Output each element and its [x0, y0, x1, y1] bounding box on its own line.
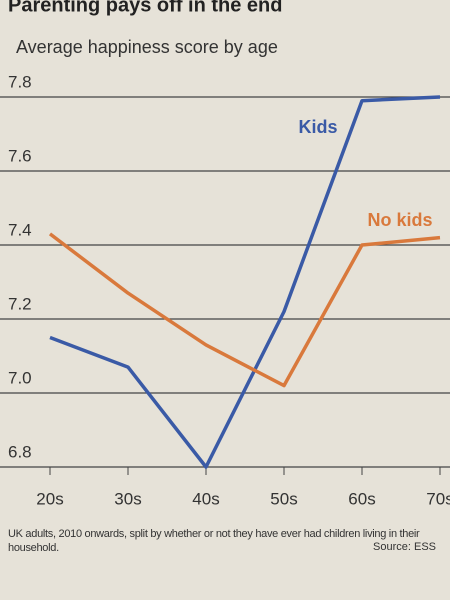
- series-label: Kids: [298, 117, 337, 137]
- x-tick-label: 40s: [192, 489, 219, 508]
- series-label: No kids: [367, 210, 432, 230]
- chart-title: Parenting pays off in the end: [8, 0, 282, 16]
- chart-subtitle: Average happiness score by age: [16, 37, 278, 57]
- y-tick-label: 7.4: [8, 220, 32, 239]
- y-tick-label: 7.8: [8, 72, 32, 91]
- footnote: UK adults, 2010 onwards, split by whethe…: [8, 528, 420, 554]
- y-tick-label: 7.2: [8, 294, 32, 313]
- x-tick-label: 20s: [36, 489, 63, 508]
- x-tick-label: 50s: [270, 489, 297, 508]
- y-tick-label: 6.8: [8, 442, 32, 461]
- x-tick-label: 70s: [426, 489, 450, 508]
- source: Source: ESS: [373, 541, 436, 553]
- y-tick-label: 7.6: [8, 146, 32, 165]
- line: [49, 95, 441, 469]
- line: [48, 232, 441, 388]
- x-tick-label: 30s: [114, 489, 141, 508]
- y-tick-label: 7.0: [8, 368, 32, 387]
- chart: Parenting pays off in the end Average ha…: [0, 0, 450, 508]
- x-tick-label: 60s: [348, 489, 375, 508]
